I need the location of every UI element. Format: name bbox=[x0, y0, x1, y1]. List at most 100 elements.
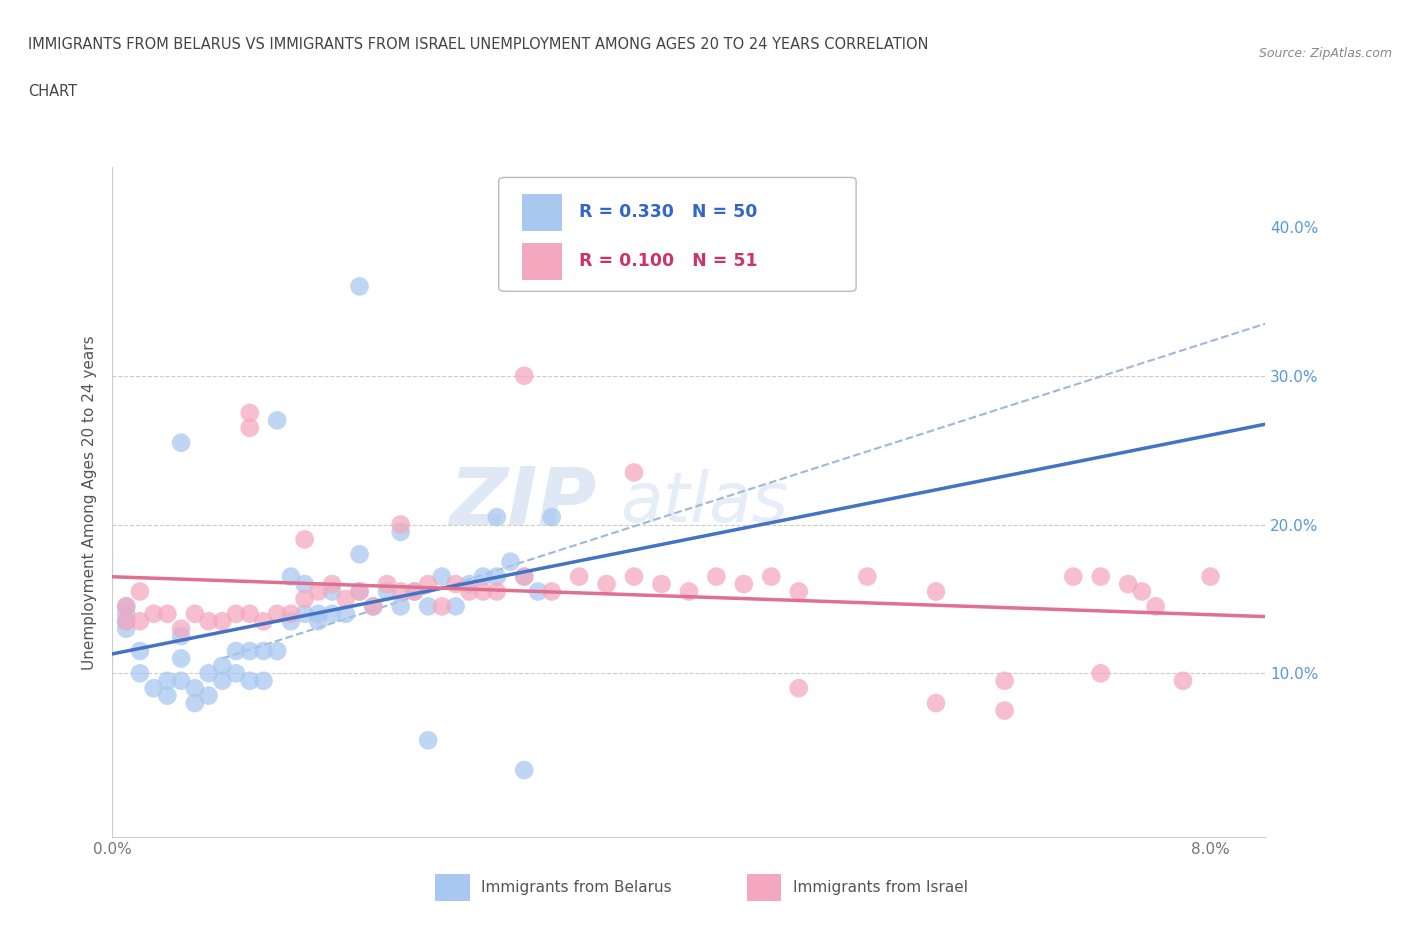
Point bbox=[170, 673, 193, 688]
Point bbox=[706, 569, 728, 584]
Point bbox=[156, 688, 179, 703]
Point bbox=[418, 733, 440, 748]
Text: R = 0.330   N = 50: R = 0.330 N = 50 bbox=[579, 203, 758, 220]
Point bbox=[925, 696, 948, 711]
Point bbox=[184, 681, 207, 696]
Point bbox=[115, 614, 138, 629]
Point bbox=[361, 599, 384, 614]
Point bbox=[321, 584, 343, 599]
Point bbox=[294, 577, 316, 591]
Point bbox=[444, 599, 467, 614]
Point bbox=[252, 644, 274, 658]
Point bbox=[280, 606, 302, 621]
Point bbox=[239, 644, 262, 658]
Point bbox=[513, 569, 536, 584]
Point bbox=[142, 681, 165, 696]
Point bbox=[994, 703, 1017, 718]
Point bbox=[458, 584, 481, 599]
Point bbox=[184, 696, 207, 711]
Bar bbox=[522, 243, 562, 280]
Point bbox=[418, 599, 440, 614]
Point bbox=[389, 599, 412, 614]
Point bbox=[1090, 569, 1112, 584]
Point bbox=[404, 584, 426, 599]
Point bbox=[266, 644, 288, 658]
Point bbox=[197, 614, 219, 629]
Bar bbox=[436, 874, 470, 900]
Point bbox=[458, 577, 481, 591]
Point bbox=[170, 435, 193, 450]
Point bbox=[129, 644, 152, 658]
Point bbox=[280, 569, 302, 584]
Bar bbox=[747, 874, 782, 900]
Point bbox=[568, 569, 591, 584]
Point bbox=[115, 599, 138, 614]
Point bbox=[994, 673, 1017, 688]
Point bbox=[266, 606, 288, 621]
Point bbox=[225, 666, 247, 681]
Point bbox=[307, 584, 329, 599]
Point bbox=[170, 651, 193, 666]
Point bbox=[239, 405, 262, 420]
Point bbox=[266, 413, 288, 428]
Text: ZIP: ZIP bbox=[450, 463, 596, 541]
Point bbox=[650, 577, 672, 591]
Point bbox=[1062, 569, 1084, 584]
Text: Immigrants from Belarus: Immigrants from Belarus bbox=[481, 880, 672, 895]
Point bbox=[472, 584, 495, 599]
Point bbox=[485, 569, 508, 584]
Point bbox=[375, 584, 398, 599]
Point bbox=[787, 584, 810, 599]
Point bbox=[294, 606, 316, 621]
Point bbox=[349, 279, 371, 294]
Point bbox=[239, 673, 262, 688]
Point bbox=[156, 606, 179, 621]
Bar bbox=[522, 194, 562, 231]
Point bbox=[211, 658, 233, 673]
Point bbox=[142, 606, 165, 621]
Point bbox=[197, 688, 219, 703]
Point bbox=[472, 569, 495, 584]
Text: R = 0.100   N = 51: R = 0.100 N = 51 bbox=[579, 252, 758, 270]
Point bbox=[335, 591, 357, 606]
Point bbox=[129, 584, 152, 599]
Text: atlas: atlas bbox=[620, 469, 787, 536]
Point bbox=[239, 606, 262, 621]
Point bbox=[170, 621, 193, 636]
Point bbox=[499, 554, 522, 569]
Point bbox=[321, 577, 343, 591]
Point bbox=[540, 510, 562, 525]
Point bbox=[404, 584, 426, 599]
Point bbox=[115, 599, 138, 614]
Point bbox=[349, 547, 371, 562]
Point bbox=[418, 577, 440, 591]
Point bbox=[1199, 569, 1222, 584]
Point bbox=[527, 584, 550, 599]
Point bbox=[1116, 577, 1139, 591]
Point bbox=[197, 666, 219, 681]
Point bbox=[430, 599, 453, 614]
Point bbox=[623, 465, 645, 480]
Point bbox=[294, 591, 316, 606]
Point bbox=[211, 614, 233, 629]
Point bbox=[170, 629, 193, 644]
Text: Source: ZipAtlas.com: Source: ZipAtlas.com bbox=[1258, 46, 1392, 60]
Point bbox=[321, 606, 343, 621]
Point bbox=[1090, 666, 1112, 681]
Point bbox=[156, 673, 179, 688]
Point bbox=[252, 673, 274, 688]
Point bbox=[225, 606, 247, 621]
Point bbox=[485, 510, 508, 525]
Point bbox=[184, 606, 207, 621]
Point bbox=[513, 569, 536, 584]
Point bbox=[678, 584, 700, 599]
Point bbox=[115, 606, 138, 621]
Point bbox=[280, 614, 302, 629]
Point bbox=[375, 577, 398, 591]
Point bbox=[540, 584, 562, 599]
Point bbox=[307, 614, 329, 629]
Point bbox=[1130, 584, 1153, 599]
Point bbox=[485, 584, 508, 599]
Point bbox=[856, 569, 879, 584]
Point bbox=[239, 420, 262, 435]
